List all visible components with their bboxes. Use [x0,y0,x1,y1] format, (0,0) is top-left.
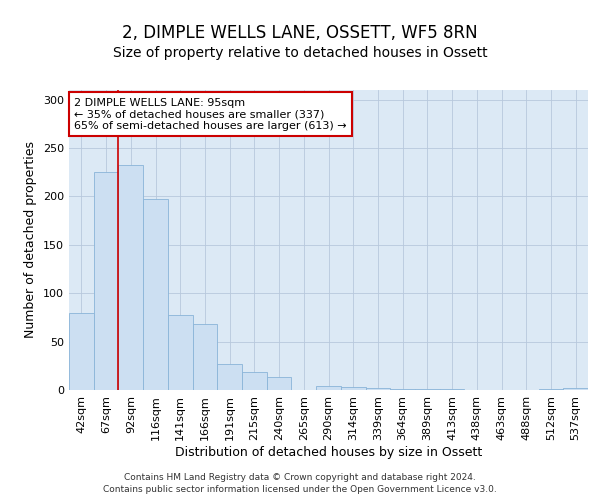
Bar [316,386,341,390]
Bar [143,200,168,390]
Bar [267,378,292,390]
Bar [440,389,464,390]
Text: Contains HM Land Registry data © Crown copyright and database right 2024.: Contains HM Land Registry data © Crown c… [124,473,476,482]
Text: 2, DIMPLE WELLS LANE, OSSETT, WF5 8RN: 2, DIMPLE WELLS LANE, OSSETT, WF5 8RN [122,24,478,42]
Y-axis label: Number of detached properties: Number of detached properties [25,142,37,338]
Bar [118,166,143,390]
Bar [217,364,242,390]
Bar [539,389,563,390]
Text: 2 DIMPLE WELLS LANE: 95sqm
← 35% of detached houses are smaller (337)
65% of sem: 2 DIMPLE WELLS LANE: 95sqm ← 35% of deta… [74,98,347,130]
Bar [242,372,267,390]
Bar [69,312,94,390]
X-axis label: Distribution of detached houses by size in Ossett: Distribution of detached houses by size … [175,446,482,458]
Bar [415,389,440,390]
Bar [168,314,193,390]
Bar [193,324,217,390]
Bar [390,389,415,390]
Text: Size of property relative to detached houses in Ossett: Size of property relative to detached ho… [113,46,487,60]
Bar [365,388,390,390]
Bar [94,172,118,390]
Text: Contains public sector information licensed under the Open Government Licence v3: Contains public sector information licen… [103,486,497,494]
Bar [563,388,588,390]
Bar [341,387,365,390]
